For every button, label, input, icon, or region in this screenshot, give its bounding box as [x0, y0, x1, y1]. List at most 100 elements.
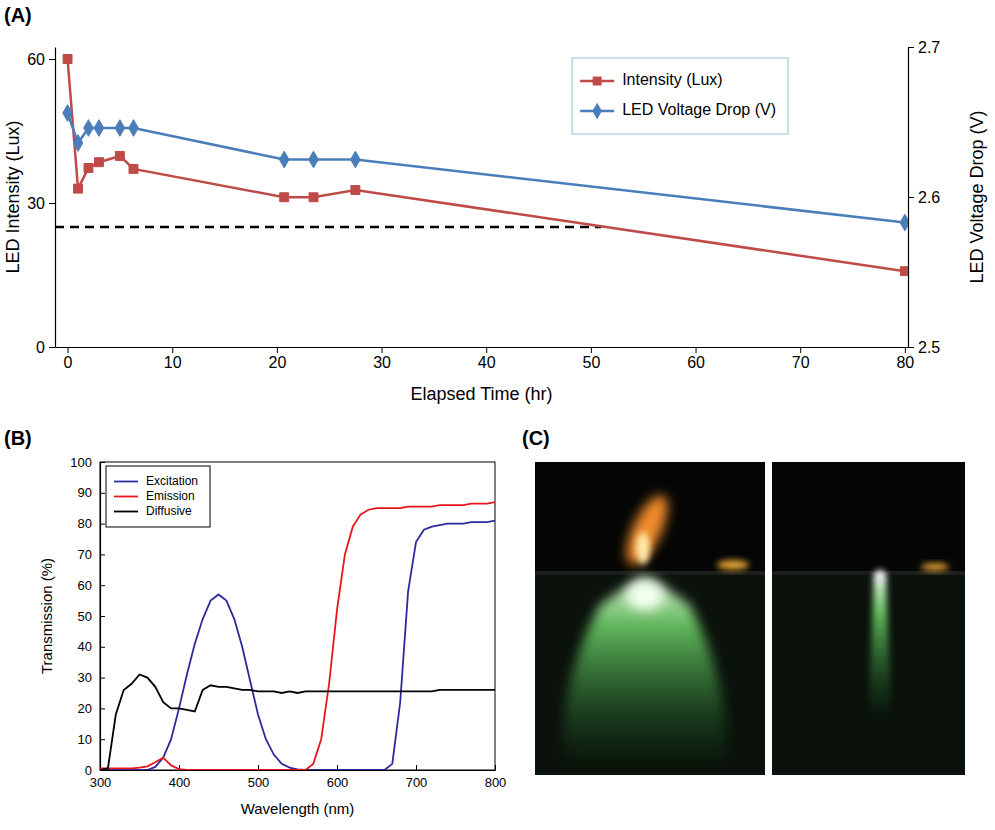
tick-label: 2.5 — [918, 339, 940, 356]
tick-label: 10 — [164, 354, 182, 371]
tick-label: 40 — [478, 354, 496, 371]
series-marker — [63, 105, 73, 122]
series-marker — [900, 214, 908, 231]
tick-mark — [908, 197, 914, 198]
tick-mark — [49, 203, 55, 204]
x-axis: 01020304050607080 — [56, 347, 915, 371]
photo-bg — [772, 462, 965, 775]
legend-swatch — [114, 481, 138, 483]
plot-marks — [55, 55, 908, 276]
tick-label: 60 — [27, 51, 45, 68]
series-marker — [63, 55, 72, 64]
tick-label: 300 — [90, 775, 112, 790]
tick-mark — [49, 59, 55, 60]
y2-axis: 2.5 2.6 2.7 — [908, 39, 940, 356]
tick-label: 90 — [78, 485, 92, 500]
plot-marks — [100, 502, 495, 770]
tick-mark — [100, 585, 105, 586]
tick: 0 — [64, 347, 73, 371]
axis-line — [56, 347, 909, 348]
flame — [618, 490, 675, 571]
legend-item: Excitation — [114, 474, 198, 488]
legend-label: Excitation — [146, 474, 198, 488]
y-axis: 03060 — [27, 48, 55, 356]
series-marker — [351, 186, 360, 195]
series-line — [68, 59, 905, 271]
reflection — [921, 563, 949, 571]
legend-label: Intensity (Lux) — [622, 71, 722, 88]
y-axis-title: Transmission (%) — [38, 558, 55, 674]
tick-mark — [696, 347, 697, 353]
photo — [535, 462, 765, 775]
light-beam — [869, 578, 891, 720]
tick-mark — [100, 462, 105, 463]
tick-mark — [100, 616, 105, 617]
series-marker — [900, 267, 908, 276]
tick-mark — [172, 347, 173, 353]
tick-mark — [905, 347, 906, 353]
tick-mark — [908, 347, 914, 348]
tick-mark — [382, 347, 383, 353]
series-marker — [84, 163, 93, 172]
figure: (A)01020304050607080030602.52.62.7Elapse… — [0, 0, 995, 830]
tick-label: 30 — [78, 670, 92, 685]
tick-mark — [100, 739, 105, 740]
series-marker — [94, 120, 104, 137]
tick: 600 — [327, 765, 349, 790]
panel-label: (A) — [4, 4, 32, 26]
panel: (B)3004005006007008000102030405060708090… — [4, 427, 506, 817]
tick: 70 — [78, 547, 105, 562]
legend-swatch — [114, 496, 138, 498]
tick: 80 — [78, 516, 105, 531]
photo-bg — [535, 462, 765, 775]
series-marker — [74, 184, 83, 193]
tick: 800 — [485, 765, 507, 790]
tick-mark — [908, 47, 914, 48]
tick-mark — [486, 347, 487, 353]
tick-label: 2.6 — [918, 189, 940, 206]
tick: 20 — [268, 347, 286, 371]
panel-label: (C) — [522, 427, 550, 449]
series-marker — [309, 151, 319, 168]
tick-mark — [495, 765, 496, 770]
tick: 80 — [896, 347, 914, 371]
tick: 30 — [78, 670, 105, 685]
tick-mark — [100, 493, 105, 494]
tick: 60 — [27, 51, 55, 68]
tick: 2.5 — [908, 339, 940, 356]
legend: Intensity (Lux) LED Voltage Drop (V) — [572, 58, 788, 134]
series-marker — [73, 135, 83, 152]
tick-label: 500 — [248, 775, 270, 790]
series-marker — [279, 151, 289, 168]
tick-mark — [277, 347, 278, 353]
tick: 0 — [85, 763, 105, 778]
tick-mark — [100, 770, 105, 771]
legend-label: LED Voltage Drop (V) — [622, 101, 776, 118]
axis-line — [55, 48, 56, 348]
tick: 2.7 — [908, 39, 940, 56]
tick-label: 60 — [687, 354, 705, 371]
legend-swatch — [114, 511, 138, 513]
photo-content — [772, 462, 965, 775]
threshold-line — [55, 226, 601, 229]
tick: 40 — [78, 639, 105, 654]
tick-label: 700 — [406, 775, 428, 790]
x-axis-title: Wavelength (nm) — [241, 800, 355, 817]
tick-label: 50 — [582, 354, 600, 371]
tick: 500 — [248, 765, 270, 790]
tick-mark — [591, 347, 592, 353]
legend-label: Diffusive — [146, 504, 192, 518]
tick-label: 600 — [327, 775, 349, 790]
tick: 40 — [478, 347, 496, 371]
axis-line — [101, 770, 496, 771]
tick: 90 — [78, 485, 105, 500]
legend-box — [106, 466, 210, 527]
tick-label: 0 — [36, 339, 45, 356]
tick: 20 — [78, 701, 105, 716]
water-surface — [535, 571, 765, 575]
tick-mark — [416, 765, 417, 770]
tick: 50 — [78, 609, 105, 624]
tick: 60 — [78, 578, 105, 593]
tick-mark — [68, 347, 69, 353]
legend: ExcitationEmissionDiffusive — [106, 466, 210, 527]
